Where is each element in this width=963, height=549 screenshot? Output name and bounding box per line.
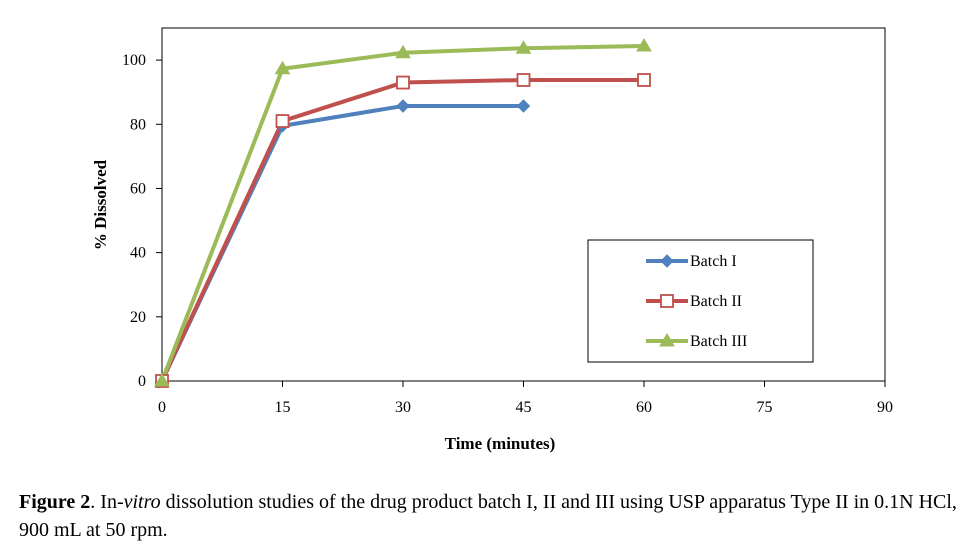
caption-text-1: . In- (90, 491, 124, 513)
y-tick-label: 100 (122, 52, 146, 69)
y-tick-label: 60 (130, 180, 146, 197)
x-tick-label: 45 (516, 399, 532, 416)
x-tick-label: 0 (158, 399, 166, 416)
legend-label-batch-i: Batch I (690, 253, 737, 270)
data-point-batch-iii (395, 44, 411, 59)
chart-marks: 0 15 30 45 60 75 90 0 20 40 60 80 100 (122, 37, 893, 416)
data-point-batch-iii (636, 37, 652, 52)
y-axis-title: % Dissolved (91, 159, 110, 250)
legend-marker-batch-ii (660, 294, 674, 308)
x-tick-label: 60 (636, 399, 652, 416)
data-point-batch-ii (637, 73, 651, 87)
x-axis-title: Time (minutes) (445, 434, 556, 453)
data-point-batch-i (396, 99, 410, 113)
series-line-batch-iii (160, 43, 646, 383)
legend-marker-batch-i (660, 254, 674, 268)
y-tick-label: 80 (130, 116, 146, 133)
caption-text-2: dissolution studies of the drug product … (19, 491, 957, 541)
x-tick-label: 90 (877, 399, 893, 416)
caption-italic: vitro (123, 491, 161, 513)
data-point-batch-ii (396, 75, 410, 90)
legend-box (587, 239, 814, 363)
figure-caption: Figure 2. In-vitro dissolution studies o… (19, 488, 959, 544)
y-tick-label: 40 (130, 245, 146, 262)
data-point-batch-ii (275, 114, 290, 128)
x-tick-label: 15 (275, 399, 291, 416)
legend-marker-batch-iii (659, 333, 675, 347)
data-point-batch-iii (154, 373, 170, 387)
data-point-batch-i (516, 99, 531, 113)
legend: Batch I Batch II Batch III (587, 239, 814, 363)
data-point-batch-iii (515, 40, 532, 54)
x-tick-label: 75 (757, 399, 773, 416)
y-tick-label: 0 (138, 373, 146, 390)
y-tick-label: 20 (130, 309, 146, 326)
data-point-batch-iii (274, 60, 291, 75)
chart-area: Time (minutes) % Dissolved 0 15 30 45 60 75 90… (91, 27, 893, 453)
data-point-batch-ii (516, 73, 531, 87)
legend-label-batch-ii: Batch II (690, 293, 742, 310)
caption-label: Figure 2 (19, 491, 91, 513)
legend-label-batch-iii: Batch III (690, 333, 747, 350)
dissolution-chart: Time (minutes) % Dissolved 0 15 30 45 60 75 90… (91, 27, 893, 453)
x-tick-label: 30 (395, 399, 411, 416)
